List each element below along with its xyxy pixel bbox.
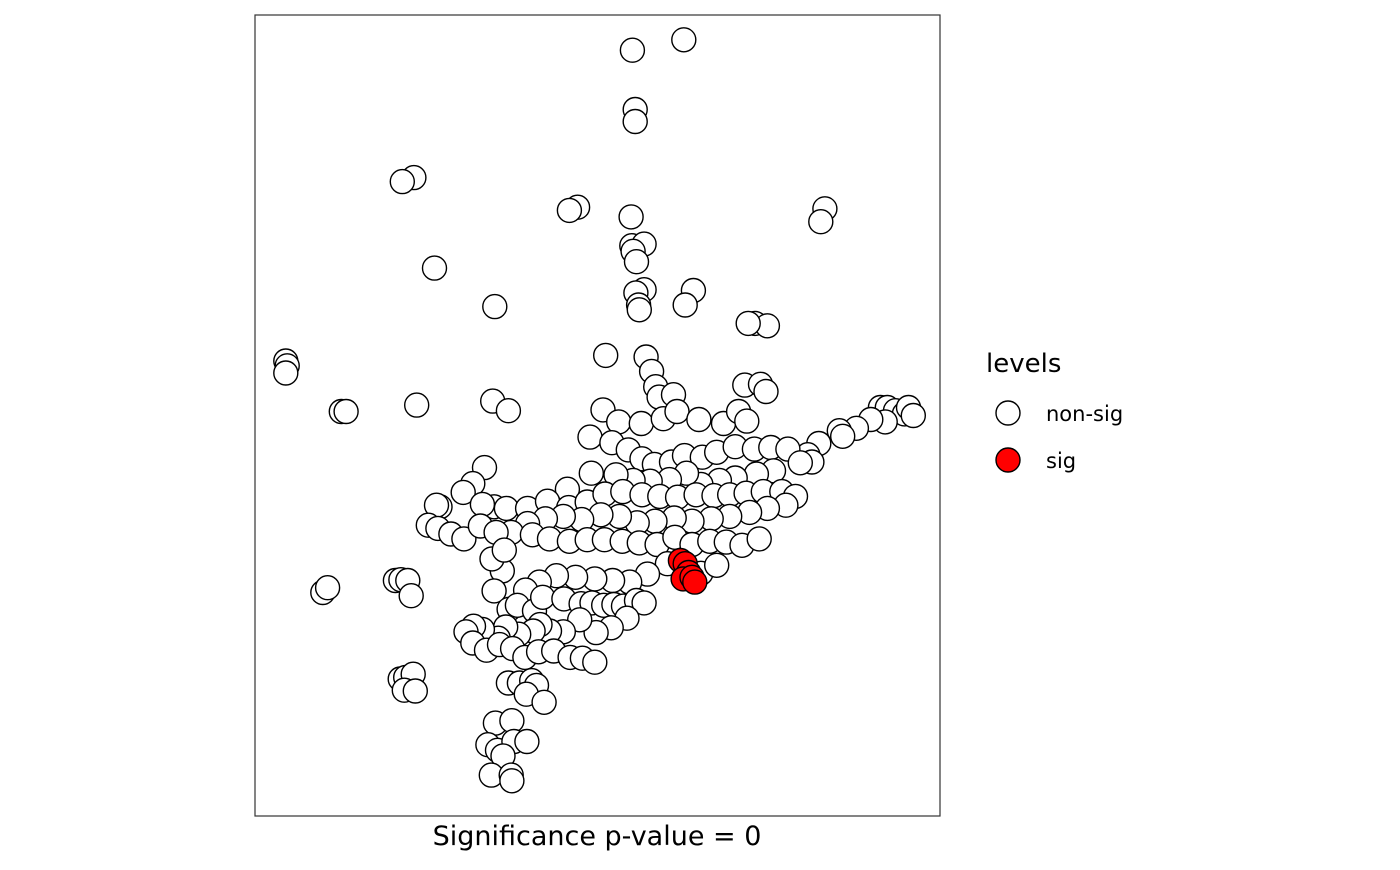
legend-key-sig (995, 447, 1021, 473)
point-sig-5 (682, 569, 708, 595)
point-non-sig-79 (787, 450, 813, 476)
point-non-sig-48 (900, 402, 926, 429)
point-non-sig-14 (808, 208, 834, 235)
point-non-sig-36 (495, 398, 522, 424)
point-non-sig-151 (746, 526, 772, 552)
point-non-sig-53 (830, 423, 856, 449)
point-non-sig-8 (618, 204, 644, 230)
point-non-sig-22 (672, 292, 698, 318)
point-non-sig-65 (734, 408, 760, 434)
point-non-sig-97 (493, 495, 520, 522)
point-non-sig-203 (582, 649, 608, 675)
plot-panel-border (254, 14, 941, 817)
point-non-sig-33 (333, 398, 359, 425)
point-non-sig-7 (556, 197, 583, 224)
point-non-sig-59 (628, 410, 654, 437)
legend: levels non-sig sig (986, 349, 1123, 473)
x-axis-label: Significance p-value = 0 (433, 821, 762, 852)
series-non-sig (273, 27, 926, 794)
point-non-sig-94 (450, 479, 476, 506)
point-non-sig-61 (664, 398, 690, 425)
point-non-sig-62 (686, 406, 712, 433)
legend-label-non-sig: non-sig (1046, 402, 1123, 426)
point-non-sig-42 (753, 378, 779, 405)
point-non-sig-96 (469, 491, 496, 518)
legend-key-non-sig (995, 400, 1021, 426)
point-non-sig-0 (619, 37, 646, 63)
legend-entries: non-sig sig (995, 400, 1123, 473)
legend-label-sig: sig (1046, 449, 1076, 473)
point-non-sig-220 (531, 689, 557, 715)
point-non-sig-25 (735, 310, 761, 337)
points-layer (273, 27, 926, 794)
point-non-sig-166 (491, 537, 517, 563)
point-non-sig-214 (402, 678, 428, 704)
point-non-sig-15 (421, 255, 448, 281)
point-non-sig-179 (631, 590, 657, 616)
point-non-sig-16 (482, 293, 508, 320)
legend-title: levels (986, 349, 1061, 379)
series-sig (667, 547, 708, 595)
point-non-sig-31 (273, 360, 299, 386)
point-non-sig-3 (622, 108, 648, 135)
point-non-sig-1 (671, 27, 697, 53)
point-non-sig-207 (398, 583, 424, 609)
point-non-sig-66 (577, 424, 603, 450)
point-non-sig-155 (704, 552, 730, 578)
point-non-sig-12 (623, 249, 650, 275)
point-non-sig-209 (314, 575, 341, 601)
point-non-sig-20 (626, 297, 652, 323)
point-non-sig-230 (499, 768, 525, 794)
point-non-sig-171 (530, 584, 556, 610)
point-non-sig-167 (481, 578, 507, 604)
point-non-sig-5 (389, 168, 415, 195)
point-non-sig-226 (514, 728, 540, 755)
point-non-sig-26 (593, 342, 619, 369)
point-non-sig-34 (404, 392, 430, 418)
point-non-sig-90 (578, 460, 604, 486)
